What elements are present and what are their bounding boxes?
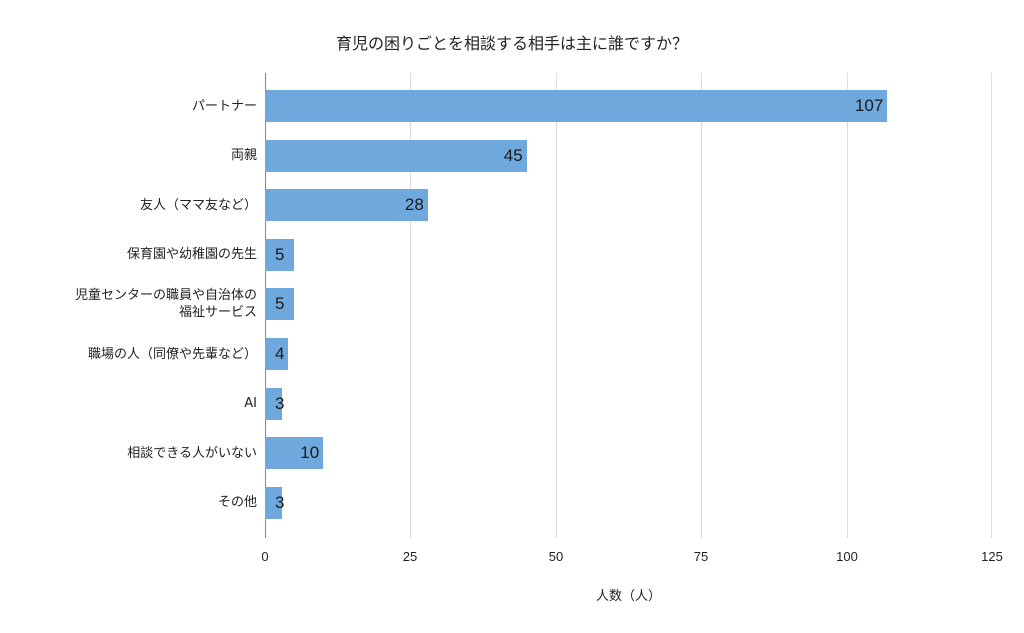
x-tick-label: 125 [981, 549, 1003, 564]
gridline-25 [410, 73, 411, 538]
bar-value-label: 4 [275, 344, 285, 363]
bar-value-label: 5 [275, 244, 285, 264]
category-label: 両親 [230, 148, 257, 164]
bar-value-label: 10 [300, 443, 320, 463]
bar [265, 90, 888, 122]
x-tick-label: 75 [693, 549, 709, 564]
plot-area: 107 45 28 5 5 4 3 10 3 [265, 73, 992, 538]
gridline-100 [847, 73, 848, 538]
bar-value-label: 5 [275, 294, 285, 314]
category-label: その他 [217, 495, 257, 511]
bar [265, 486, 283, 519]
bar [265, 189, 428, 222]
category-label: 相談できる人がいない [127, 445, 257, 461]
bar-value-label: 28 [404, 195, 424, 215]
chart-title: 育児の困りごとを相談する相手は主に誰ですか？ [335, 34, 688, 53]
x-tick-label: 0 [261, 549, 269, 564]
gridline-50 [556, 73, 557, 538]
category-label: 友人（ママ友など） [139, 197, 257, 213]
x-tick-label: 100 [836, 549, 858, 564]
x-axis-label: 人数（人） [595, 589, 661, 604]
category-label: 職場の人（同僚や先輩など） [87, 346, 257, 362]
bar [265, 387, 283, 420]
category-label: 保育園や幼稚園の先生 [126, 247, 257, 263]
bar [265, 238, 295, 271]
x-tick-label: 50 [548, 549, 564, 564]
bar [265, 288, 295, 321]
bar [265, 338, 289, 370]
category-label: AI [244, 396, 257, 412]
bar-value-label: 45 [503, 145, 523, 165]
gridline-75 [701, 73, 702, 538]
bar-value-label: 3 [275, 492, 285, 512]
bar [265, 437, 324, 470]
bar [265, 139, 527, 172]
category-label: パートナー [191, 98, 257, 114]
bar-value-label: 3 [275, 393, 285, 413]
x-tick-label: 25 [402, 549, 418, 564]
gridline-125 [991, 73, 992, 538]
category-label: 児童センターの職員や自治体の 福祉サービス [74, 288, 257, 321]
bar-value-label: 107 [854, 96, 884, 115]
